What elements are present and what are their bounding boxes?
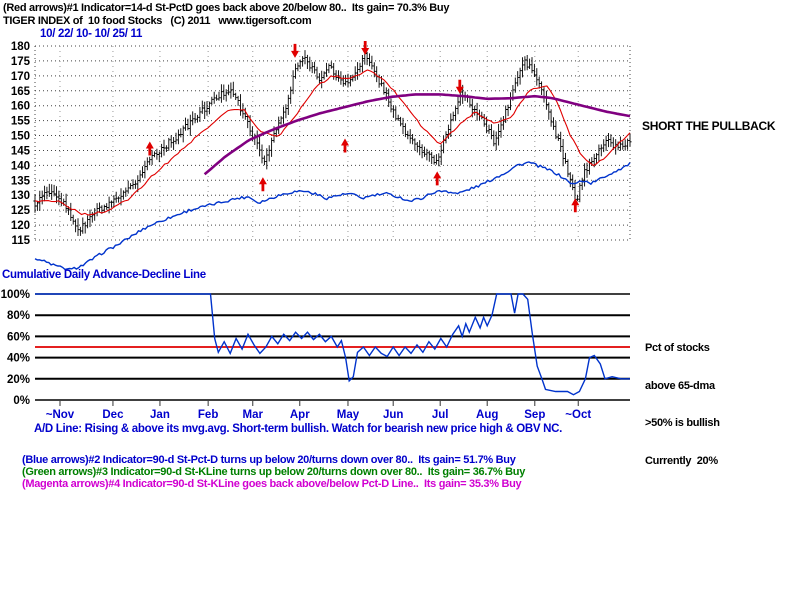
indicator3-summary: (Green arrows)#3 Indicator=90-d St-KLine… — [22, 466, 526, 478]
pct-panel-annotation: Pct of stocks above 65-dma >50% is bulli… — [645, 317, 720, 492]
sell-arrow-icon — [361, 41, 370, 55]
buy-arrow-icon — [341, 138, 349, 153]
pct-axis-label: 80% — [7, 310, 30, 322]
x-axis-month-label: Jul — [432, 409, 449, 421]
price-axis-label: 170 — [11, 71, 30, 83]
ad-line-note: A/D Line: Rising & above its mvg.avg. Sh… — [34, 423, 563, 435]
advance-decline-line — [34, 161, 631, 271]
chart-title: TIGER INDEX of 10 food Stocks (C) 2011 w… — [3, 15, 312, 27]
price-axis-label: 180 — [11, 41, 30, 53]
x-axis-month-label: Jun — [383, 409, 403, 421]
x-axis-month-label: Aug — [476, 409, 498, 421]
sell-arrow-icon — [291, 43, 299, 58]
short-pullback-annotation: SHORT THE PULLBACK — [642, 119, 776, 133]
price-axis-label: 145 — [11, 145, 31, 157]
price-axis-label: 150 — [11, 131, 30, 143]
price-axis-label: 160 — [11, 101, 30, 113]
price-axis-label: 135 — [11, 175, 31, 187]
pct-annotation-line4: Currently 20% — [645, 454, 718, 467]
price-axis-label: 140 — [11, 160, 30, 172]
x-axis-month-label: Dec — [102, 409, 124, 421]
price-bars — [33, 50, 632, 236]
x-axis-month-label: Mar — [243, 409, 264, 421]
price-axis-label: 125 — [11, 205, 31, 217]
price-axis-label: 155 — [11, 116, 31, 128]
buy-arrow-icon — [571, 198, 580, 213]
pct-annotation-line3: >50% is bullish — [645, 417, 720, 429]
indicator4-summary: (Magenta arrows)#4 Indicator=90-d St-KLi… — [22, 478, 522, 490]
x-axis-month-label: Sep — [524, 409, 545, 421]
indicator1-summary: (Red arrows)#1 Indicator=14-d St-PctD go… — [3, 2, 450, 14]
price-axis-label: 115 — [11, 235, 30, 247]
x-axis-month-label: ~Nov — [46, 409, 75, 421]
x-axis-month-label: Apr — [290, 409, 310, 421]
pct-above-65dma-line — [35, 293, 630, 396]
price-axis-label: 120 — [11, 220, 30, 232]
buy-arrow-icon — [433, 171, 442, 186]
pct-annotation-line2: above 65-dma — [645, 379, 715, 392]
x-axis-month-label: Feb — [198, 409, 218, 421]
buy-arrow-icon — [145, 141, 154, 156]
pct-axis-label: 0% — [13, 395, 30, 407]
pct-annotation-line1: Pct of stocks — [645, 342, 710, 354]
price-axis-label: 175 — [11, 56, 31, 68]
price-axis-label: 165 — [11, 86, 31, 98]
date-range-label: 10/ 22/ 10- 10/ 25/ 11 — [40, 28, 143, 40]
pct-axis-label: 100% — [1, 289, 30, 301]
pct-axis-label: 60% — [7, 331, 30, 343]
red-ma-line — [34, 69, 631, 216]
pct-axis-label: 40% — [7, 353, 30, 365]
x-axis-month-label: Jan — [150, 409, 170, 421]
ad-line-panel-label: Cumulative Daily Advance-Decline Line — [2, 269, 206, 281]
purple-65dma-line — [203, 93, 631, 176]
buy-arrow-icon — [258, 177, 267, 192]
pct-axis-label: 20% — [7, 374, 30, 386]
sell-arrow-icon — [455, 79, 464, 94]
price-axis-label: 130 — [11, 190, 30, 202]
x-axis-month-label: ~Oct — [565, 409, 591, 421]
indicator2-summary: (Blue arrows)#2 Indicator=90-d St-Pct-D … — [22, 454, 516, 466]
x-axis-month-label: May — [337, 409, 360, 421]
